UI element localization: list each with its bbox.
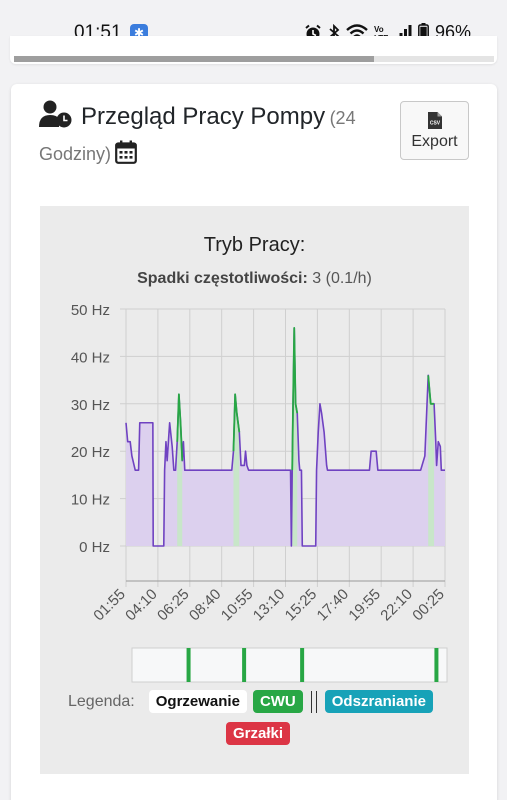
calendar-icon[interactable] bbox=[115, 140, 137, 164]
frequency-line bbox=[125, 327, 445, 547]
x-tick-label: 00:25 bbox=[409, 586, 448, 625]
x-tick-label: 10:55 bbox=[218, 586, 257, 625]
x-tick-label: 08:40 bbox=[186, 586, 225, 625]
export-button[interactable]: CSV Export bbox=[400, 101, 469, 160]
legend-defrost: Odszranianie bbox=[324, 690, 433, 713]
mode-timeline-cwu-segment bbox=[300, 648, 305, 682]
x-tick-label: 06:25 bbox=[154, 586, 193, 625]
x-tick-label: 19:55 bbox=[345, 586, 384, 625]
x-tick-label: 01:55 bbox=[90, 586, 129, 625]
bluetooth-icon bbox=[329, 23, 340, 42]
user-clock-icon bbox=[39, 100, 72, 128]
y-tick-label: 20 Hz bbox=[71, 444, 110, 461]
cwu-line bbox=[427, 375, 435, 405]
previous-card bbox=[10, 36, 497, 64]
frequency-drops-line: Spadki częstotliwości: 3 (0.1/h) bbox=[40, 270, 469, 288]
card-header: Przegląd Pracy Pompy (24 Godziny) bbox=[39, 100, 369, 173]
mode-timeline-cwu-segment bbox=[186, 648, 191, 682]
legend-heaters: Grzałki bbox=[225, 722, 291, 745]
cwu-line bbox=[232, 393, 241, 452]
frequency-drops-label: Spadki częstotliwości: bbox=[137, 270, 308, 287]
legend-cwu: CWU bbox=[252, 690, 303, 713]
y-tick-label: 40 Hz bbox=[71, 349, 110, 366]
horizontal-scrollbar-thumb[interactable] bbox=[14, 56, 374, 62]
y-tick-label: 10 Hz bbox=[71, 492, 110, 509]
card-title: Przegląd Pracy Pompy bbox=[81, 103, 326, 130]
mode-timeline-cwu-segment bbox=[434, 648, 439, 682]
frequency-drops-value: 3 (0.1/h) bbox=[312, 270, 372, 287]
csv-file-icon: CSV bbox=[427, 112, 442, 129]
cwu-area bbox=[177, 394, 183, 546]
chart-panel: Tryb Pracy: Spadki częstotliwości: 3 (0.… bbox=[40, 206, 469, 774]
card-subtitle: (24 Godziny) bbox=[39, 108, 356, 164]
svg-text:Vo: Vo bbox=[374, 25, 384, 34]
mode-timeline bbox=[131, 647, 448, 683]
chart-title: Tryb Pracy: bbox=[203, 234, 306, 256]
x-tick-label: 17:40 bbox=[314, 586, 353, 625]
cwu-line bbox=[291, 327, 299, 471]
x-tick-label: 22:10 bbox=[377, 586, 416, 625]
x-tick-label: 13:10 bbox=[250, 586, 289, 625]
legend: Legenda: Ogrzewanie CWU Odszranianie Grz… bbox=[68, 690, 448, 745]
y-tick-label: 0 Hz bbox=[79, 539, 110, 556]
frequency-area bbox=[126, 327, 445, 546]
export-label: Export bbox=[411, 133, 458, 150]
x-tick-label: 04:10 bbox=[122, 586, 161, 625]
legend-label: Legenda: bbox=[68, 692, 135, 710]
x-tick-label: 15:25 bbox=[282, 586, 321, 625]
legend-separator bbox=[310, 690, 317, 713]
mode-timeline-cwu-segment bbox=[242, 648, 247, 682]
pump-overview-card: Przegląd Pracy Pompy (24 Godziny) CSV Ex… bbox=[11, 84, 497, 800]
cwu-line bbox=[176, 393, 184, 461]
y-tick-label: 50 Hz bbox=[71, 302, 110, 319]
cwu-area bbox=[233, 394, 240, 546]
svg-text:CSV: CSV bbox=[429, 121, 440, 127]
legend-heating: Ogrzewanie bbox=[148, 690, 247, 713]
cwu-area bbox=[428, 375, 435, 546]
y-tick-label: 30 Hz bbox=[71, 397, 110, 414]
